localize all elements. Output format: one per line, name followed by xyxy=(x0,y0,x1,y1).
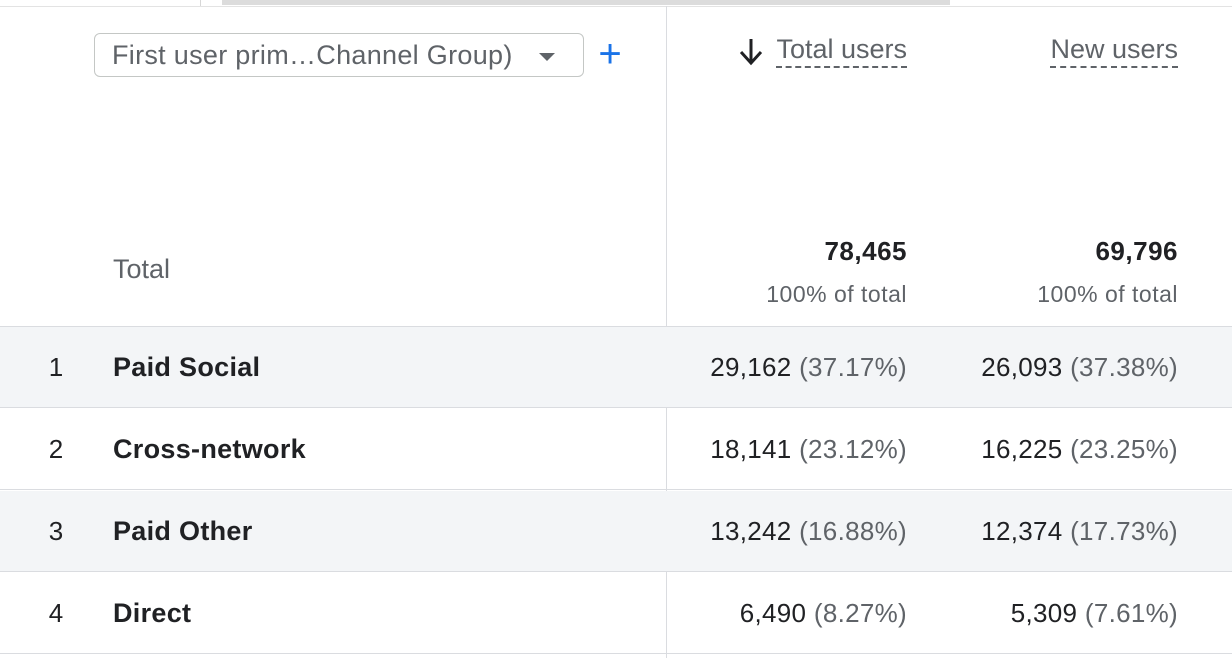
row-new-users-value: 26,093 xyxy=(981,352,1063,382)
row-total-users: 29,162 (37.17%) xyxy=(710,327,907,407)
row-new-users-pct: (23.25%) xyxy=(1070,434,1178,464)
table-row[interactable]: 4 Direct 6,490 (8.27%) 5,309 (7.61%) xyxy=(0,573,1232,654)
row-new-users-pct: (7.61%) xyxy=(1084,598,1178,628)
row-total-users-value: 18,141 xyxy=(710,434,792,464)
row-total-users-pct: (16.88%) xyxy=(799,516,907,546)
tab-divider xyxy=(200,0,201,6)
row-channel: Direct xyxy=(113,598,192,628)
totals-new-users: 69,796 xyxy=(1095,236,1178,266)
row-new-users-value: 5,309 xyxy=(1010,598,1078,628)
row-total-users: 13,242 (16.88%) xyxy=(710,491,907,571)
top-scroll-bar xyxy=(0,0,1232,7)
dimension-dropdown-label: First user prim…Channel Group) xyxy=(112,39,513,70)
row-new-users-pct: (37.38%) xyxy=(1070,352,1178,382)
table-row[interactable]: 3 Paid Other 13,242 (16.88%) 12,374 (17.… xyxy=(0,491,1232,572)
row-total-users: 6,490 (8.27%) xyxy=(740,573,907,653)
row-new-users-value: 16,225 xyxy=(981,434,1063,464)
row-total-users-pct: (23.12%) xyxy=(799,434,907,464)
column-header-new-users[interactable]: New users xyxy=(1050,34,1178,68)
table-row[interactable]: 1 Paid Social 29,162 (37.17%) 26,093 (37… xyxy=(0,327,1232,408)
row-rank: 2 xyxy=(48,434,64,464)
row-total-users-value: 29,162 xyxy=(710,352,792,382)
row-rank: 4 xyxy=(48,598,64,628)
plus-icon[interactable]: + xyxy=(598,32,622,76)
row-total-users-value: 6,490 xyxy=(739,598,807,628)
row-new-users-pct: (17.73%) xyxy=(1070,516,1178,546)
row-total-users-pct: (37.17%) xyxy=(799,352,907,382)
row-rank: 3 xyxy=(48,516,64,546)
row-total-users-value: 13,242 xyxy=(710,516,792,546)
arrow-down-icon xyxy=(738,36,764,66)
row-new-users-value: 12,374 xyxy=(981,516,1063,546)
dimension-dropdown[interactable]: First user prim…Channel Group) xyxy=(94,33,584,77)
totals-label: Total xyxy=(113,254,171,284)
row-rank: 1 xyxy=(48,352,64,382)
row-total-users: 18,141 (23.12%) xyxy=(710,409,907,489)
row-channel: Cross-network xyxy=(113,434,306,464)
caret-down-icon xyxy=(539,53,555,61)
totals-total-users-pct: 100% of total xyxy=(766,281,907,307)
header-divider xyxy=(0,326,1232,327)
row-channel: Paid Other xyxy=(113,516,253,546)
horizontal-scrollbar[interactable] xyxy=(222,0,950,5)
row-new-users: 16,225 (23.25%) xyxy=(981,409,1178,489)
row-total-users-pct: (8.27%) xyxy=(813,598,907,628)
row-new-users: 12,374 (17.73%) xyxy=(981,491,1178,571)
totals-new-users-pct: 100% of total xyxy=(1037,281,1178,307)
row-new-users: 5,309 (7.61%) xyxy=(1011,573,1178,653)
row-channel: Paid Social xyxy=(113,352,261,382)
column-header-total-users[interactable]: Total users xyxy=(738,34,907,68)
column-header-new-users-label: New users xyxy=(1050,34,1178,68)
row-new-users: 26,093 (37.38%) xyxy=(981,327,1178,407)
table-row[interactable]: 2 Cross-network 18,141 (23.12%) 16,225 (… xyxy=(0,409,1232,490)
column-header-total-users-label: Total users xyxy=(776,34,907,68)
totals-total-users: 78,465 xyxy=(824,236,907,266)
